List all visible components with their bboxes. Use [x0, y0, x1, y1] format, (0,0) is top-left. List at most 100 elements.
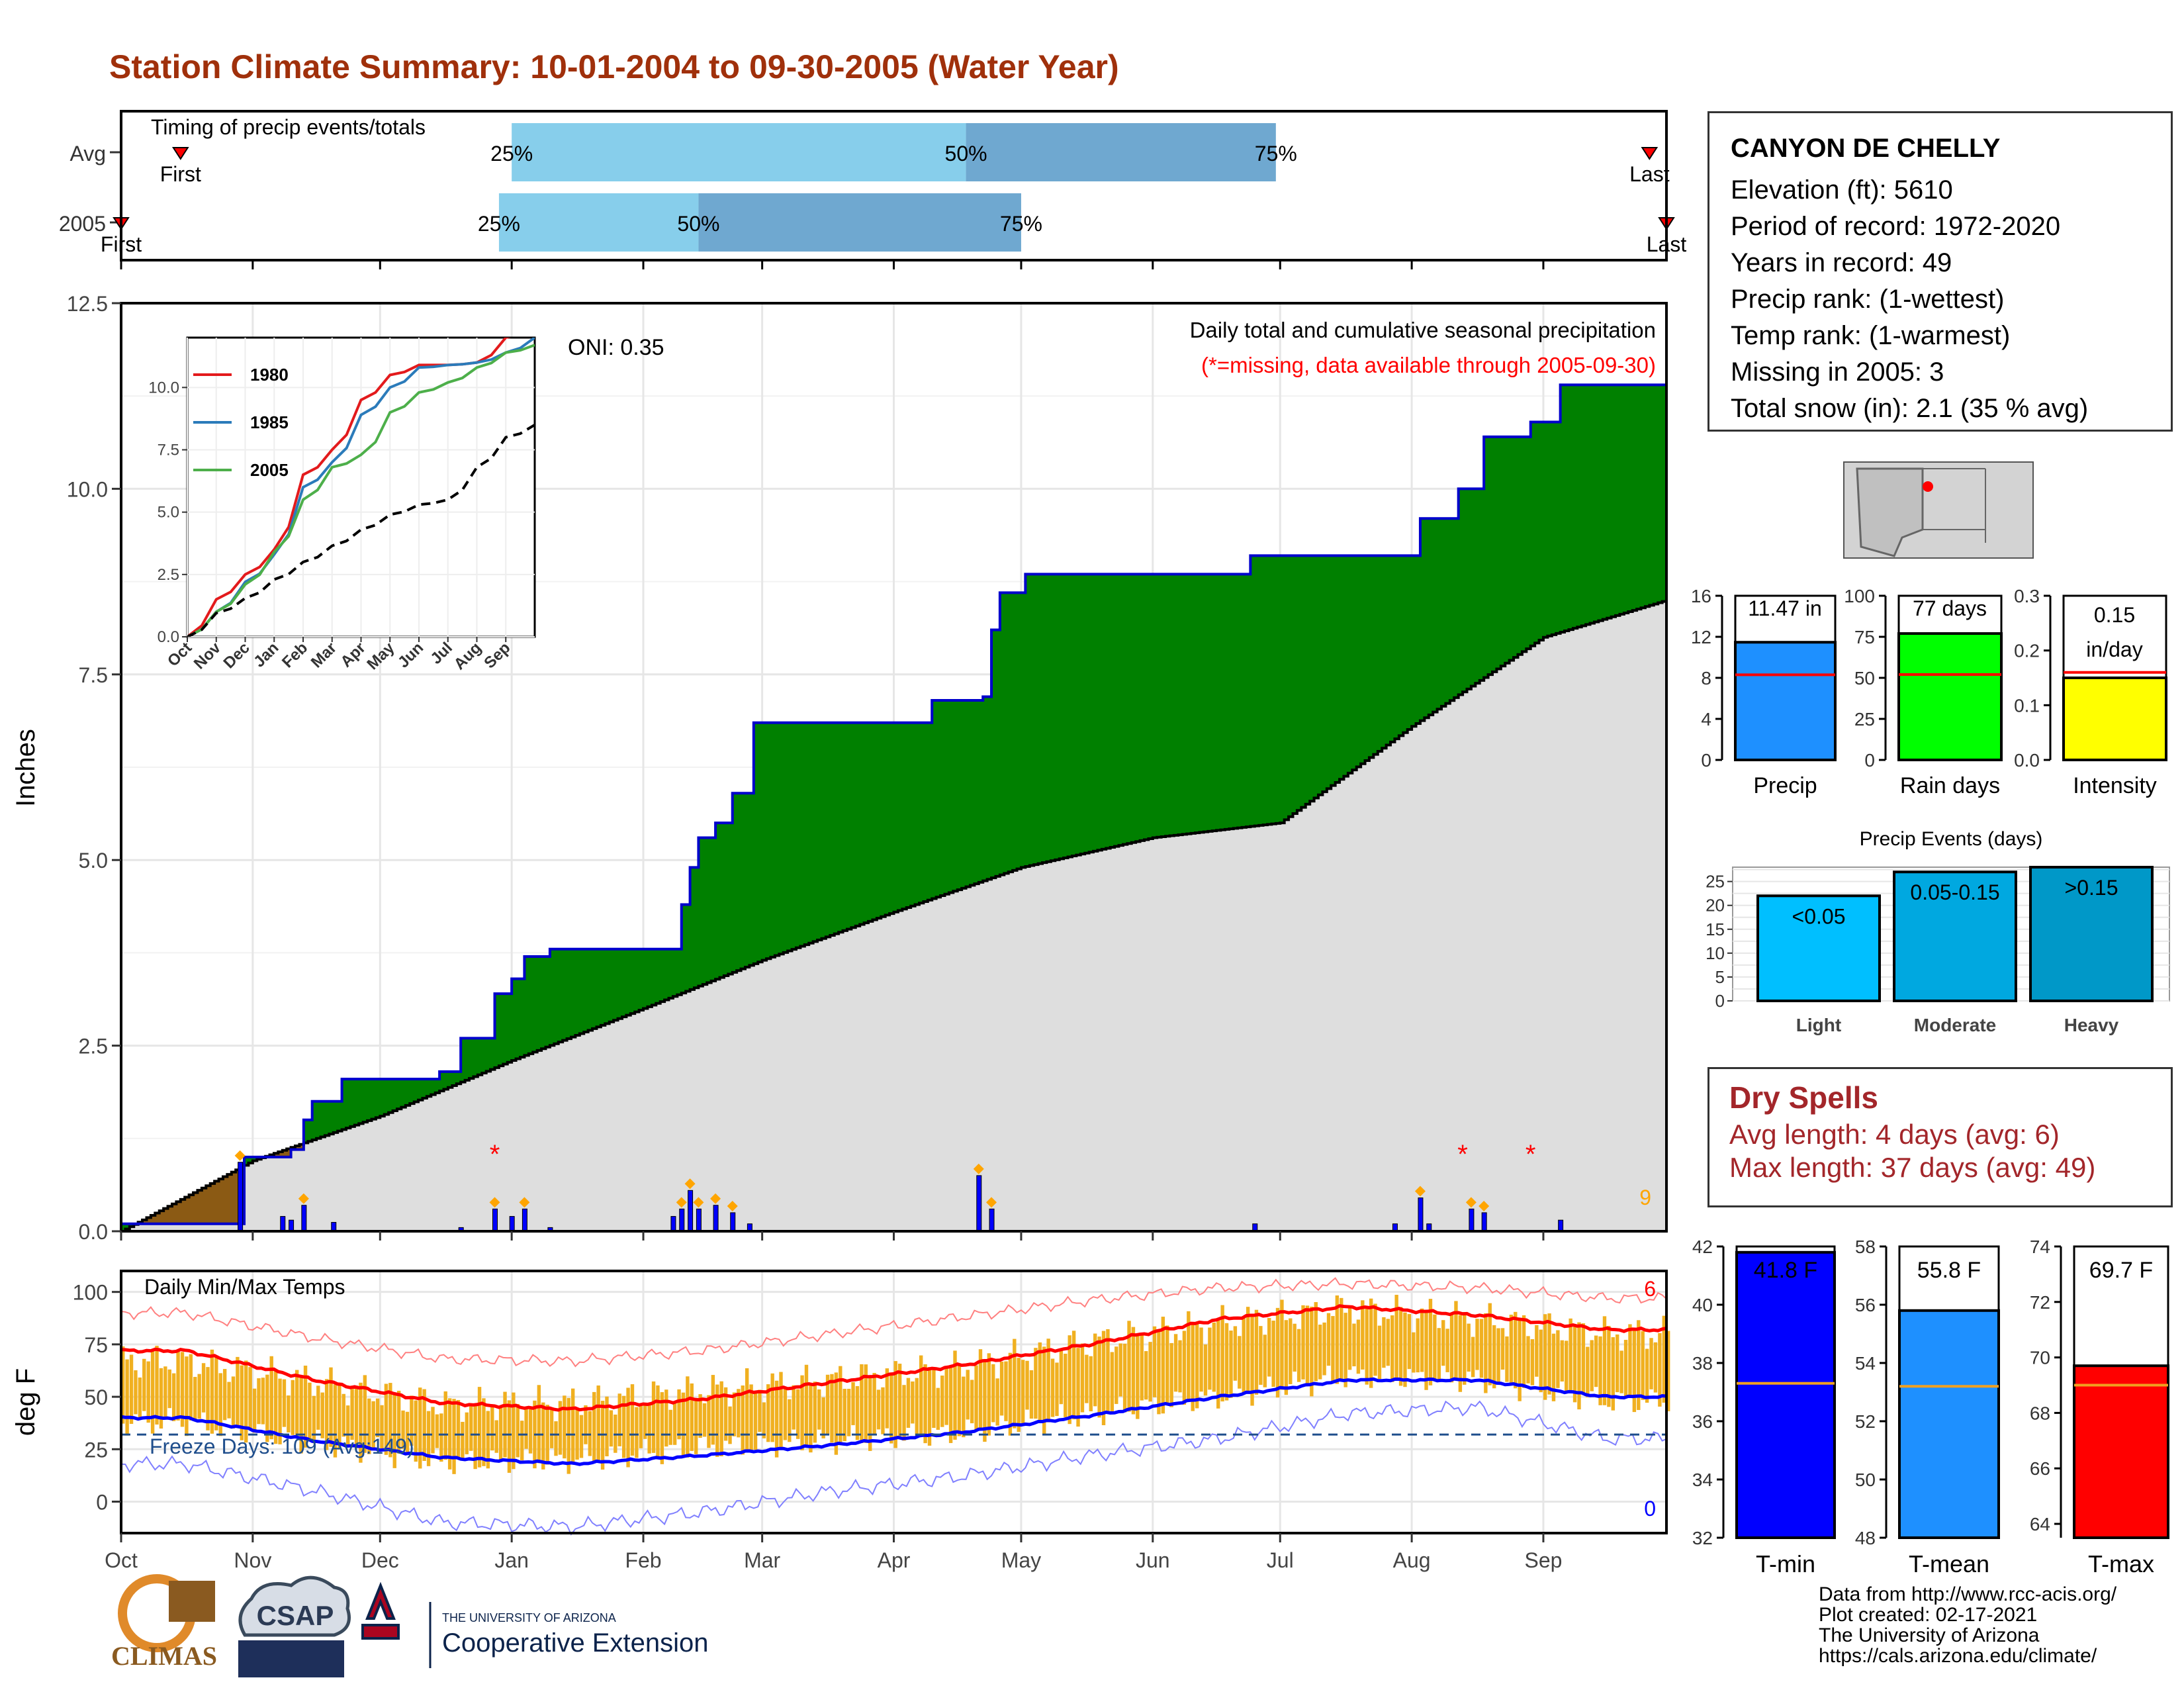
daily-temp-bar [1382, 1317, 1386, 1368]
daily-temp-bar [1136, 1335, 1140, 1419]
locator-map [1843, 461, 2034, 559]
daily-temp-bar [282, 1379, 287, 1427]
daily-temp-bar [512, 1392, 516, 1470]
daily-temp-bar [1169, 1342, 1173, 1407]
daily-temp-bar [278, 1378, 282, 1444]
csap-logo-base [238, 1640, 344, 1677]
daily-temp-bar [1034, 1348, 1038, 1419]
daily-temp-bar [477, 1387, 482, 1468]
tmeans-y-tick-label: 66 [2030, 1458, 2050, 1479]
daily-temp-bar [962, 1376, 966, 1438]
daily-temp-bar [180, 1352, 185, 1427]
daily-precip-bar [730, 1212, 736, 1231]
daily-temp-bar [443, 1391, 447, 1460]
daily-precip-bar [1469, 1208, 1475, 1231]
main-count-label: 9 [1639, 1186, 1651, 1209]
inset-series-group [187, 338, 535, 637]
timing-row-label: Avg [69, 142, 106, 165]
station-snow: Total snow (in): 2.1 (35 % avg) [1731, 394, 2089, 423]
daily-temp-bar [1539, 1329, 1543, 1393]
temp-y-tick-label: 100 [73, 1281, 108, 1305]
tmeans-y-tick-label: 42 [1692, 1237, 1713, 1257]
daily-precip-bar [1252, 1223, 1258, 1231]
daily-temp-bar [1496, 1328, 1500, 1383]
daily-temp-bar [596, 1385, 600, 1460]
daily-precip-marker [986, 1197, 997, 1208]
daily-temp-bar [1242, 1317, 1246, 1393]
daily-temp-bar [825, 1374, 830, 1435]
daily-precip-bar [1392, 1223, 1398, 1231]
daily-precip-bar [331, 1222, 337, 1231]
temp-ylabel: deg F [11, 1368, 40, 1436]
daily-temp-bar [367, 1398, 371, 1454]
daily-temp-bar [1569, 1318, 1572, 1391]
daily-temp-bar [762, 1402, 766, 1438]
daily-temp-bar [1500, 1328, 1505, 1370]
timing-q25-label: 25% [490, 142, 533, 165]
daily-temp-bar [970, 1380, 974, 1424]
daily-temp-bar [1463, 1311, 1467, 1385]
daily-temp-bar [1645, 1348, 1649, 1403]
daily-temp-bar [537, 1385, 541, 1464]
events-category-label: Moderate [1914, 1015, 1996, 1035]
daily-temp-bar [265, 1374, 269, 1442]
tmeans-y-tick-label: 34 [1692, 1470, 1713, 1490]
daily-temp-bar [396, 1390, 401, 1454]
station-period: Period of record: 1972-2020 [1731, 212, 2061, 241]
daily-temp-bar [1068, 1335, 1071, 1425]
daily-temp-bar [1305, 1305, 1310, 1387]
daily-temp-bar [261, 1378, 265, 1425]
missing-marker: * [1457, 1140, 1468, 1169]
daily-temp-bar [817, 1389, 821, 1430]
daily-temp-bar [1267, 1318, 1271, 1377]
inset-y-tick-label: 7.5 [158, 442, 179, 459]
daily-temp-bar [206, 1367, 210, 1430]
daily-temp-bar [1131, 1327, 1136, 1415]
daily-temp-bar [1220, 1305, 1224, 1402]
daily-temp-bar [159, 1368, 163, 1429]
daily-temp-bar [643, 1403, 647, 1439]
daily-temp-bar [1347, 1308, 1352, 1370]
daily-temp-bar [774, 1380, 779, 1458]
daily-temp-bar [227, 1382, 231, 1419]
dry-spells-avg: Avg length: 4 days (avg: 6) [1729, 1119, 2060, 1150]
station-elevation: Elevation (ft): 5610 [1731, 175, 1953, 205]
daily-temp-bar [1590, 1340, 1594, 1391]
daily-temp-bar [584, 1405, 588, 1444]
daily-temp-bar [435, 1414, 439, 1448]
main-y-tick-label: 5.0 [79, 849, 108, 872]
logos: CLIMAS CSAP THE UNIVERSITY OF ARIZONA Coope… [111, 1574, 708, 1677]
tmeans-bar-0 [1735, 1250, 1836, 1540]
daily-temp-bar [770, 1373, 774, 1442]
daily-temp-bar [690, 1383, 694, 1451]
csap-cloud-icon [238, 1575, 351, 1637]
totals-value-label: 77 days [1913, 596, 1987, 620]
daily-precip-marker [489, 1197, 500, 1208]
daily-temp-bar [1055, 1362, 1059, 1417]
daily-temp-bar [316, 1385, 320, 1430]
tmeans-y-tick-label: 32 [1692, 1528, 1713, 1548]
daily-temp-bar [507, 1400, 512, 1473]
daily-temp-bar [167, 1369, 171, 1409]
daily-temp-bar [804, 1364, 809, 1445]
daily-temp-bar [868, 1377, 872, 1451]
daily-temp-bar [129, 1354, 134, 1425]
daily-temp-bar [1428, 1299, 1433, 1385]
daily-temp-bar [125, 1359, 129, 1436]
inset-x-tick-label: Apr [337, 639, 369, 671]
daily-precip-bar [670, 1216, 676, 1231]
daily-temp-bar [236, 1356, 240, 1426]
daily-temp-bar [588, 1411, 592, 1456]
daily-temp-bar [936, 1387, 940, 1430]
daily-temp-bar [1335, 1295, 1340, 1384]
cold-days-count: 0 [1644, 1497, 1656, 1521]
timing-frame [120, 110, 1668, 261]
daily-temp-bar [1441, 1320, 1445, 1366]
daily-temp-bar [737, 1389, 741, 1438]
ua-a-logo [361, 1581, 400, 1640]
daily-temp-bar [1314, 1302, 1318, 1382]
daily-temp-bar [558, 1401, 563, 1455]
daily-temp-bar [617, 1393, 621, 1446]
daily-temp-bar [516, 1403, 520, 1458]
daily-temp-bar [312, 1395, 316, 1444]
